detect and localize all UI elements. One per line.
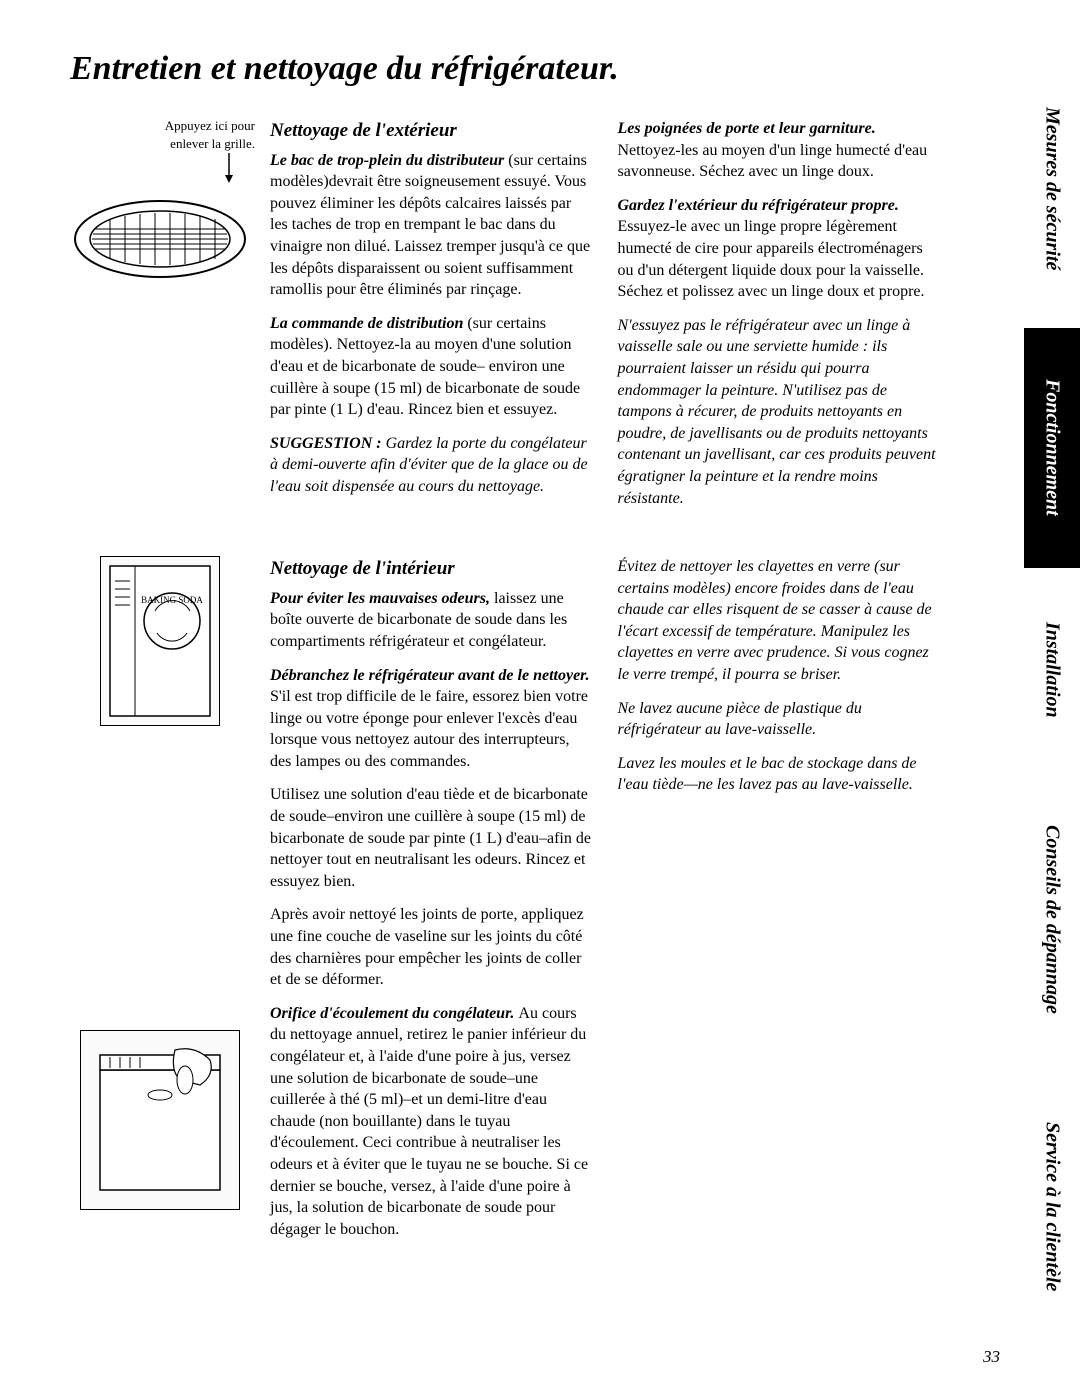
page-title: Entretien et nettoyage du réfrigérateur. bbox=[70, 50, 940, 88]
tab-depannage[interactable]: Conseils de dépannage bbox=[1024, 771, 1080, 1067]
tab-fonctionnement[interactable]: Fonctionnement bbox=[1024, 328, 1080, 568]
sec1-p2: La commande de distribution (sur certain… bbox=[270, 313, 593, 421]
sec2-p1: Pour éviter les mauvaises odeurs, laisse… bbox=[270, 588, 593, 653]
sec2-p8: Lavez les moules et le bac de stockage d… bbox=[618, 753, 941, 796]
grille-illustration bbox=[70, 194, 250, 284]
section-interior: BAKING SODA bbox=[70, 556, 940, 1252]
illus1-caption-l2: enlever la grille. bbox=[70, 136, 255, 152]
heading-interior: Nettoyage de l'intérieur bbox=[270, 556, 593, 582]
side-tabs: Mesures de sécurité Fonctionnement Insta… bbox=[1024, 50, 1080, 1345]
tab-securite[interactable]: Mesures de sécurité bbox=[1024, 50, 1080, 328]
section-exterior: Appuyez ici pour enlever la grille. bbox=[70, 118, 940, 521]
sec2-p2: Débranchez le réfrigérateur avant de le … bbox=[270, 665, 593, 773]
sec1-p1: Le bac de trop-plein du distributeur (su… bbox=[270, 150, 593, 301]
baking-soda-illustration: BAKING SODA bbox=[100, 556, 220, 726]
sec1-p4: Les poignées de porte et leur garniture.… bbox=[618, 118, 941, 183]
illus1-caption-l1: Appuyez ici pour bbox=[70, 118, 255, 134]
heading-exterior: Nettoyage de l'extérieur bbox=[270, 118, 593, 144]
tab-service[interactable]: Service à la clientèle bbox=[1024, 1067, 1080, 1345]
svg-text:BAKING SODA: BAKING SODA bbox=[141, 595, 203, 605]
sec2-p6: Évitez de nettoyer les clayettes en verr… bbox=[618, 556, 941, 686]
sec1-p3: SUGGESTION : Gardez la porte du congélat… bbox=[270, 433, 593, 498]
sec1-p6: N'essuyez pas le réfrigérateur avec un l… bbox=[618, 315, 941, 509]
page-number: 33 bbox=[983, 1347, 1000, 1367]
sec2-p5: Orifice d'écoulement du congélateur. Au … bbox=[270, 1003, 593, 1241]
sec2-p4: Après avoir nettoyé les joints de porte,… bbox=[270, 904, 593, 990]
tab-installation[interactable]: Installation bbox=[1024, 568, 1080, 771]
sec2-p7: Ne lavez aucune pièce de plastique du ré… bbox=[618, 698, 941, 741]
drain-illustration bbox=[80, 1030, 240, 1210]
sec2-p3: Utilisez une solution d'eau tiède et de … bbox=[270, 784, 593, 892]
sec1-p5: Gardez l'extérieur du réfrigérateur prop… bbox=[618, 195, 941, 303]
arrow-down-icon bbox=[70, 153, 255, 188]
